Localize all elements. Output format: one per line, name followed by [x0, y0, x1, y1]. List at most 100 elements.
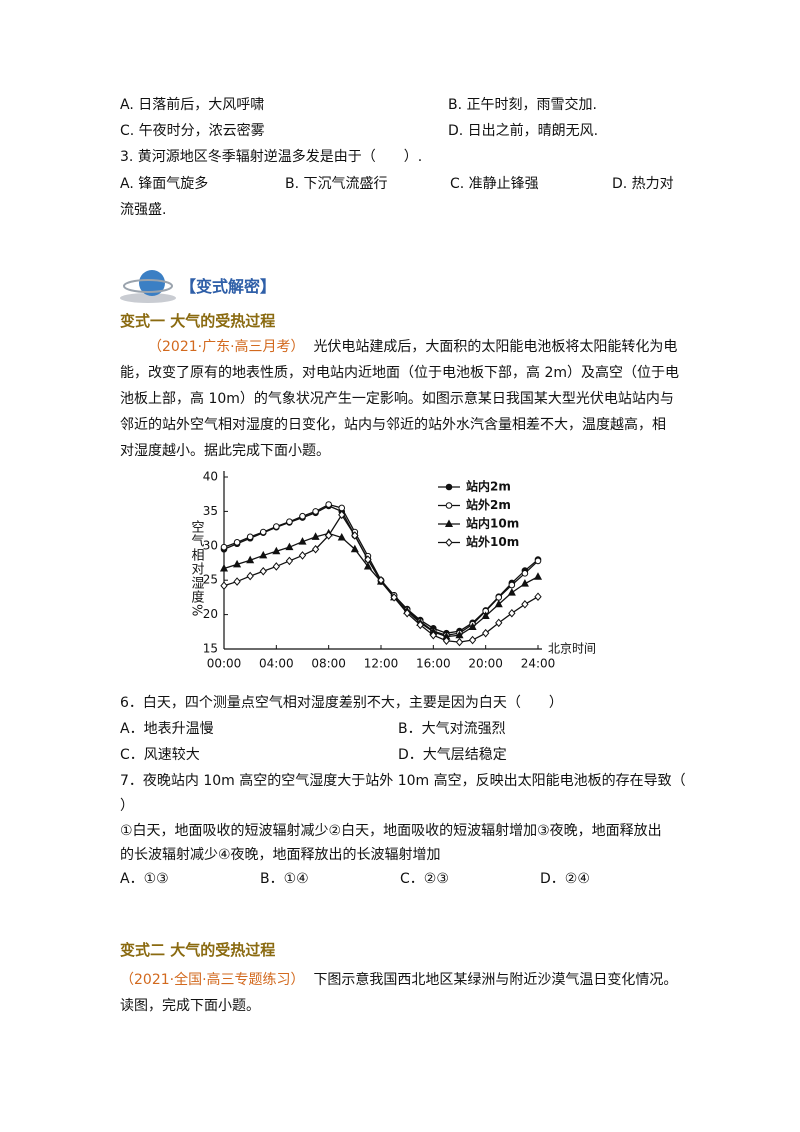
marker [246, 555, 255, 564]
marker [219, 563, 229, 572]
question-stem: 6．白天，四个测量点空气相对湿度差别不大，主要是因为白天（ ） [120, 695, 563, 711]
marker [246, 571, 254, 581]
marker [508, 581, 516, 589]
icon-ring [123, 279, 173, 293]
option: B. 下沉气流盛行 [285, 176, 388, 192]
marker [442, 636, 451, 646]
marker [350, 544, 359, 553]
option: B．①④ [260, 871, 309, 887]
marker [377, 575, 385, 585]
option: B．大气对流强烈 [398, 721, 506, 737]
marker [299, 512, 306, 520]
source: （2021·全国·高三专题练习） [120, 972, 305, 988]
legend-marker [445, 502, 453, 509]
marker [455, 637, 464, 647]
marker [272, 546, 281, 555]
marker [273, 523, 280, 530]
marker [312, 508, 319, 515]
marker [285, 542, 294, 551]
legend-marker [444, 519, 454, 527]
legend-marker [445, 538, 453, 547]
chart: 15 20 25 30 35 40 00:00 04:00 08:00 12:00 16:00 20:… [189, 470, 597, 671]
x-tick-label: 16:00 [416, 657, 451, 671]
statement: ①白天，地面吸收的短波辐射减少②白天，地面吸收的短波辐射增加③夜晚，地面释放出 [120, 823, 662, 839]
legend-label: 站外2m [466, 497, 511, 512]
x-tick-label: 20:00 [468, 657, 503, 671]
passage-line: 对湿度越小。据此完成下面小题。 [120, 443, 330, 459]
marker [521, 600, 529, 609]
marker [233, 577, 241, 586]
option: A. 日落前后，大风呼啸 [120, 97, 265, 113]
y-tick-label: 30 [203, 538, 218, 552]
option: B. 正午时刻，雨雪交加. [448, 97, 597, 113]
legend-marker [445, 483, 453, 491]
marker [286, 518, 293, 526]
option: A．①③ [120, 871, 169, 887]
x-tick-label: 24:00 [521, 657, 556, 671]
marker [521, 570, 529, 577]
marker [468, 635, 477, 645]
marker [364, 555, 372, 564]
marker [508, 608, 516, 618]
marker [494, 599, 503, 608]
legend-label: 站外10m [466, 534, 519, 549]
passage-line: （2021·广东·高三月考） 光伏电站建成后，大面积的太阳能电池板将太阳能转化为… [148, 338, 677, 356]
y-tick-label: 20 [203, 607, 218, 621]
icon-shadow [120, 293, 176, 303]
marker [285, 556, 294, 566]
option: C. 午夜时分，浓云密雾 [120, 123, 265, 139]
question-stem: 7．夜晚站内 10m 高空的空气湿度大于站外 10m 高空，反映出太阳能电池板的… [120, 773, 686, 789]
marker [220, 581, 228, 590]
y-tick-label: 25 [203, 573, 218, 587]
marker [311, 544, 320, 554]
marker [233, 559, 242, 568]
marker [259, 550, 268, 559]
marker [468, 622, 477, 630]
marker [481, 611, 490, 619]
marker [233, 539, 241, 546]
option: C．风速较大 [120, 747, 200, 763]
marker [351, 531, 359, 540]
passage-line: 邻近的站外空气相对湿度的日变化，站内与邻近的站外水汽含量相差不大，温度越高，相 [120, 417, 666, 433]
x-tick-label: 08:00 [311, 657, 346, 671]
x-axis-label: 北京时间 [548, 642, 596, 656]
passage-line: 能，改变了原有的地表性质，对电站内近地面（位于电池板下部，高 2m）及高空（位于… [120, 365, 679, 381]
marker [482, 628, 490, 638]
y-tick-label: 40 [203, 470, 218, 484]
source: （2021·广东·高三月考） [148, 339, 305, 355]
marker [298, 551, 307, 560]
passage-line: （2021·全国·高三专题练习） 下图示意我国西北地区某绿洲与附近沙漠气温日变化… [120, 971, 677, 989]
marker [520, 579, 529, 587]
marker [403, 608, 411, 618]
globe-icon [120, 270, 176, 303]
marker [507, 588, 516, 596]
question-stem: ） [120, 798, 134, 814]
marker [533, 572, 543, 580]
variant-title: 变式二 大气的受热过程 [120, 941, 276, 959]
option: D. 热力对 [612, 176, 674, 192]
y-tick-label: 35 [203, 504, 218, 518]
marker [495, 618, 503, 628]
x-tick-label: 04:00 [259, 657, 294, 671]
statement: 的长波辐射减少④夜晚，地面释放出的长波辐射增加 [120, 847, 441, 863]
x-tick-label: 12:00 [364, 657, 399, 671]
option: C. 准静止锋强 [450, 176, 539, 192]
y-axis-label: 空气相对湿度% [189, 520, 205, 617]
marker [534, 557, 542, 565]
marker [495, 594, 503, 601]
marker [259, 528, 267, 536]
marker [259, 566, 267, 576]
marker [220, 543, 228, 551]
option-continuation: 流强盛. [120, 202, 167, 218]
icon-globe [139, 270, 165, 296]
marker [338, 504, 346, 512]
marker [390, 593, 398, 602]
marker [337, 532, 346, 541]
option: A．地表升温慢 [120, 721, 214, 737]
variant-title: 变式一 大气的受热过程 [120, 312, 276, 330]
legend-label: 站内2m [466, 479, 511, 494]
passage-line: 池板上部，高 10m）的气象状况产生一定影响。如图示意某日我国某大型光伏电站站内… [120, 391, 674, 407]
passage-line: 读图，完成下面小题。 [120, 998, 260, 1014]
marker [429, 630, 437, 640]
